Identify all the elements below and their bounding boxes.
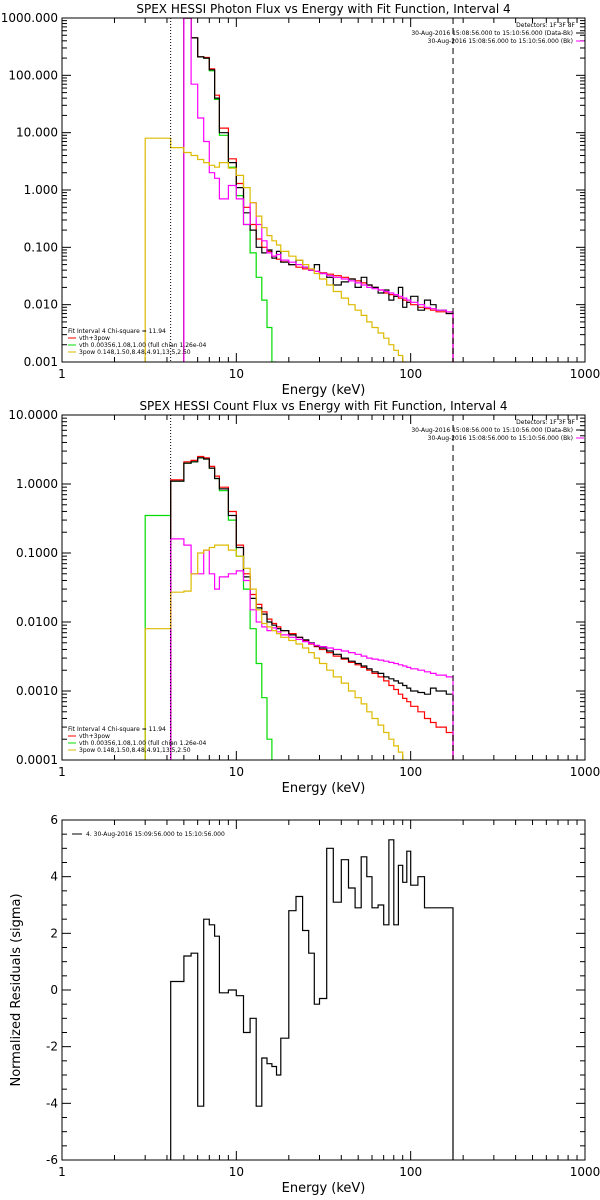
y-tick-label: -4: [46, 1096, 58, 1110]
plot-area: [144, 18, 454, 362]
plot-frame: [61, 414, 586, 761]
y-tick-label: 0.0001: [16, 753, 58, 767]
data-series-0: [183, 18, 277, 362]
x-tick-label: 1: [58, 1165, 66, 1179]
data-series-3: [170, 538, 454, 760]
x-tick-label: 1000: [570, 765, 600, 779]
y-tick-label: 0.001: [24, 355, 58, 369]
y-tick-label: 10.000: [16, 126, 58, 140]
legend-header: Fit Interval 4 Chi-square = 11.94: [68, 726, 166, 733]
y-tick-label: 0.0010: [16, 684, 58, 698]
y-tick-label: -6: [46, 1153, 58, 1167]
y-tick-label: 2: [50, 926, 58, 940]
y-tick-label: 6: [50, 813, 58, 827]
legend-entry: 30-Aug-2016 15:08:56.000 to 15:10:56.000…: [428, 38, 573, 45]
y-tick-label: 1000.000: [1, 11, 58, 25]
x-tick-label: 100: [399, 367, 422, 381]
x-axis-label: Energy (keV): [282, 383, 366, 398]
legend-entry: 3pow 0.148,1.50,8.48,4.91,13.5,2.50: [79, 349, 191, 356]
legend-entry: 30-Aug-2016 15:08:56.000 to 15:10:56.000…: [428, 435, 573, 442]
legend-header: Fit Interval 4 Chi-square = 11.94: [68, 328, 166, 335]
legend-header: Detectors: 1F 3F 8F: [516, 22, 575, 29]
plot-area: [144, 455, 454, 760]
legend-entry: vth 0.00356,1.08,1.00 (full chian 1.26e-…: [79, 740, 207, 747]
plot-frame: [61, 17, 586, 363]
legend-entry: 4. 30-Aug-2016 15:09:56.000 to 15:10:56.…: [86, 831, 225, 838]
x-axis-label: Energy (keV): [282, 781, 366, 796]
data-series-4: [144, 544, 407, 760]
x-tick-label: 100: [399, 1165, 422, 1179]
data-series-0: [170, 839, 454, 1160]
y-axis-label: Normalized Residuals (sigma): [9, 893, 24, 1086]
y-tick-label: 0.010: [24, 298, 58, 312]
y-tick-label: 1.0000: [16, 477, 58, 491]
y-tick-label: 1.000: [24, 183, 58, 197]
legend-entry: 30-Aug-2016 15:08:56.000 to 15:10:56.000…: [411, 30, 573, 37]
y-tick-label: 10.0000: [8, 408, 58, 422]
chart-title: SPEX HESSI Count Flux vs Energy with Fit…: [139, 399, 507, 413]
data-series-3: [183, 18, 454, 362]
x-tick-label: 10: [229, 1165, 244, 1179]
x-tick-label: 10: [229, 765, 244, 779]
legend-entry: vth+3pow: [79, 733, 110, 740]
x-tick-label: 10: [229, 367, 244, 381]
y-tick-label: 4: [50, 870, 58, 884]
x-tick-label: 100: [399, 765, 422, 779]
legend-entry: 3pow 0.148,1.50,8.48,4.91,13.5,2.50: [79, 747, 191, 754]
legend-entry: 30-Aug-2016 15:08:56.000 to 15:10:56.000…: [411, 427, 573, 434]
data-series-2: [183, 18, 454, 362]
data-series-0: [144, 457, 273, 760]
x-tick-label: 1: [58, 765, 66, 779]
legend-entry: vth+3pow: [79, 335, 110, 342]
legend-entry: vth 0.00356,1.08,1.00 (full chian 1.26e-…: [79, 342, 207, 349]
chart-title: SPEX HESSI Photon Flux vs Energy with Fi…: [136, 2, 510, 16]
y-tick-label: 0.100: [24, 240, 58, 254]
plot-frame: [61, 819, 586, 1161]
y-tick-label: -2: [46, 1040, 58, 1054]
x-tick-label: 1: [58, 367, 66, 381]
data-series-2: [170, 457, 454, 760]
y-tick-label: 0.0100: [16, 615, 58, 629]
y-tick-label: 0: [50, 983, 58, 997]
x-axis-label: Energy (keV): [282, 1181, 366, 1196]
data-series-1: [183, 18, 454, 362]
plot-area: [170, 839, 454, 1160]
y-tick-label: 100.000: [8, 68, 58, 82]
y-tick-label: 0.1000: [16, 546, 58, 560]
data-series-1: [170, 455, 454, 760]
legend-header: Detectors: 1F 3F 8F: [516, 419, 575, 426]
x-tick-label: 1000: [570, 1165, 600, 1179]
data-series-4: [144, 137, 407, 362]
x-tick-label: 1000: [570, 367, 600, 381]
